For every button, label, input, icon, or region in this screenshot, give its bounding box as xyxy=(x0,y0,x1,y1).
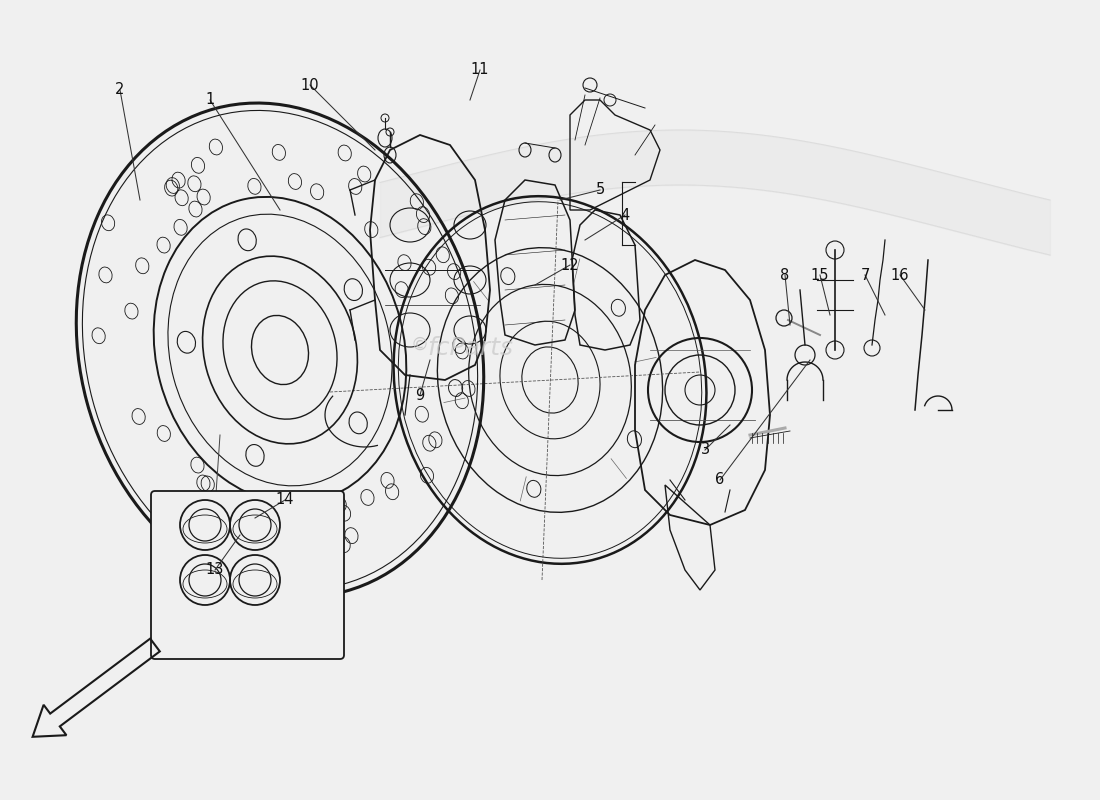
Text: 11: 11 xyxy=(471,62,490,78)
Text: 13: 13 xyxy=(206,562,224,578)
FancyBboxPatch shape xyxy=(151,491,344,659)
Text: 10: 10 xyxy=(300,78,319,93)
Text: 9: 9 xyxy=(416,387,425,402)
Text: 2: 2 xyxy=(116,82,124,98)
Text: 14: 14 xyxy=(276,493,295,507)
Text: 3: 3 xyxy=(701,442,710,458)
Text: 15: 15 xyxy=(811,267,829,282)
Text: 8: 8 xyxy=(780,267,790,282)
Text: 1: 1 xyxy=(206,93,214,107)
Text: 5: 5 xyxy=(595,182,605,198)
Text: 12: 12 xyxy=(561,258,580,273)
Text: 7: 7 xyxy=(860,267,870,282)
Text: fcParts: fcParts xyxy=(427,336,513,360)
Text: ©: © xyxy=(411,336,429,354)
Text: 6: 6 xyxy=(715,473,725,487)
Text: 16: 16 xyxy=(891,267,910,282)
Text: 4: 4 xyxy=(620,207,629,222)
